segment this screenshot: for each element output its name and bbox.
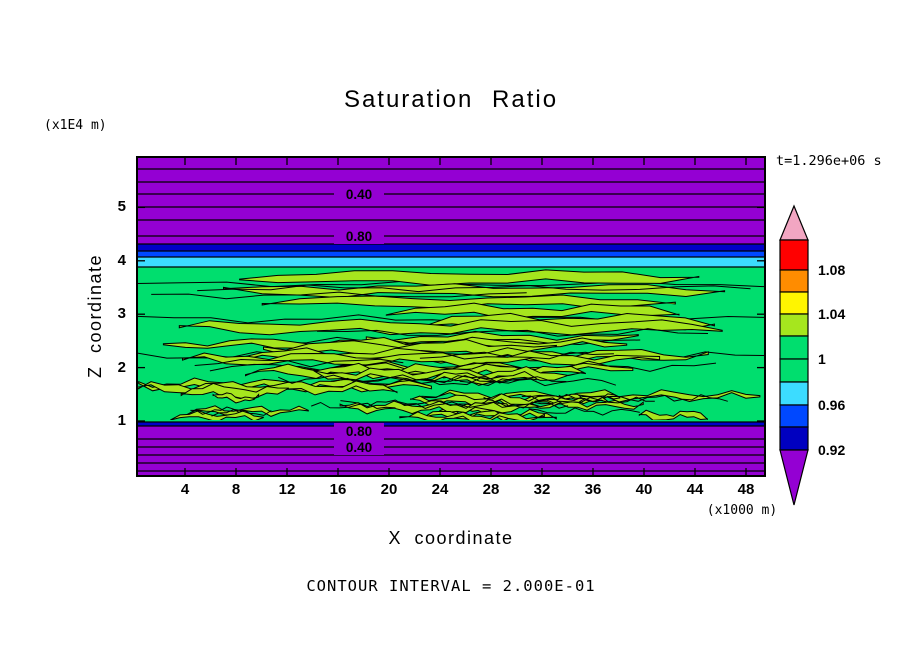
contour-plot-canvas: 0.40 0.80 0.80 0.40 xyxy=(136,156,766,477)
x-tick-label: 24 xyxy=(431,481,449,498)
y-tick-label: 1 xyxy=(117,412,126,429)
contour-line-label: 0.40 xyxy=(346,440,372,455)
y-tick-label: 3 xyxy=(117,305,126,323)
x-axis-unit-label: (x1000 m) xyxy=(706,503,778,518)
chart-title: Saturation Ratio xyxy=(343,86,559,113)
y-axis-unit-label: (x1E4 m) xyxy=(44,118,107,133)
colorbar-segment xyxy=(779,358,809,383)
colorbar-segment xyxy=(779,381,809,406)
colorbar-segment xyxy=(779,269,809,293)
x-axis-title: X coordinate xyxy=(388,528,514,548)
x-tick-label: 28 xyxy=(482,481,500,498)
contour-line-label: 0.80 xyxy=(346,229,372,244)
x-tick-label: 36 xyxy=(584,481,602,498)
colorbar-segment xyxy=(779,239,809,271)
y-tick-label: 2 xyxy=(117,358,126,376)
contour-field-svg: 0.400.800.800.40 xyxy=(136,156,766,477)
x-tick-label: 40 xyxy=(635,481,653,498)
time-annotation: t=1.296e+06 s xyxy=(776,153,882,169)
contour-line-label: 0.80 xyxy=(346,424,372,439)
colorbar: 1.08 1.04 1 0.96 0.92 xyxy=(770,200,890,515)
colorbar-label: 1 xyxy=(818,351,826,367)
contour-interval-label: CONTOUR INTERVAL = 2.000E-01 xyxy=(306,577,596,595)
x-tick-label: 20 xyxy=(380,481,398,498)
colorbar-label: 0.96 xyxy=(818,397,845,413)
colorbar-segment xyxy=(779,335,809,360)
x-tick-label: 32 xyxy=(533,481,551,498)
x-tick-label: 44 xyxy=(686,481,704,498)
y-tick-label: 5 xyxy=(117,198,126,216)
x-tick-label: 8 xyxy=(231,481,241,498)
colorbar-label: 1.04 xyxy=(818,306,845,322)
colorbar-label: 0.92 xyxy=(818,442,845,458)
x-tick-label: 12 xyxy=(278,481,296,498)
colorbar-segment xyxy=(779,426,809,451)
y-tick-label: 4 xyxy=(117,251,126,269)
colorbar-segment xyxy=(779,404,809,428)
x-tick-label: 4 xyxy=(180,481,190,498)
x-tick-label: 48 xyxy=(737,481,755,498)
contour-line-label: 0.40 xyxy=(346,187,372,202)
colorbar-segment xyxy=(779,313,809,337)
colorbar-segment xyxy=(779,291,809,315)
x-tick-label: 16 xyxy=(329,481,347,498)
colorbar-svg: 1.08 1.04 1 0.96 0.92 xyxy=(779,204,845,506)
colorbar-label: 1.08 xyxy=(818,262,845,278)
